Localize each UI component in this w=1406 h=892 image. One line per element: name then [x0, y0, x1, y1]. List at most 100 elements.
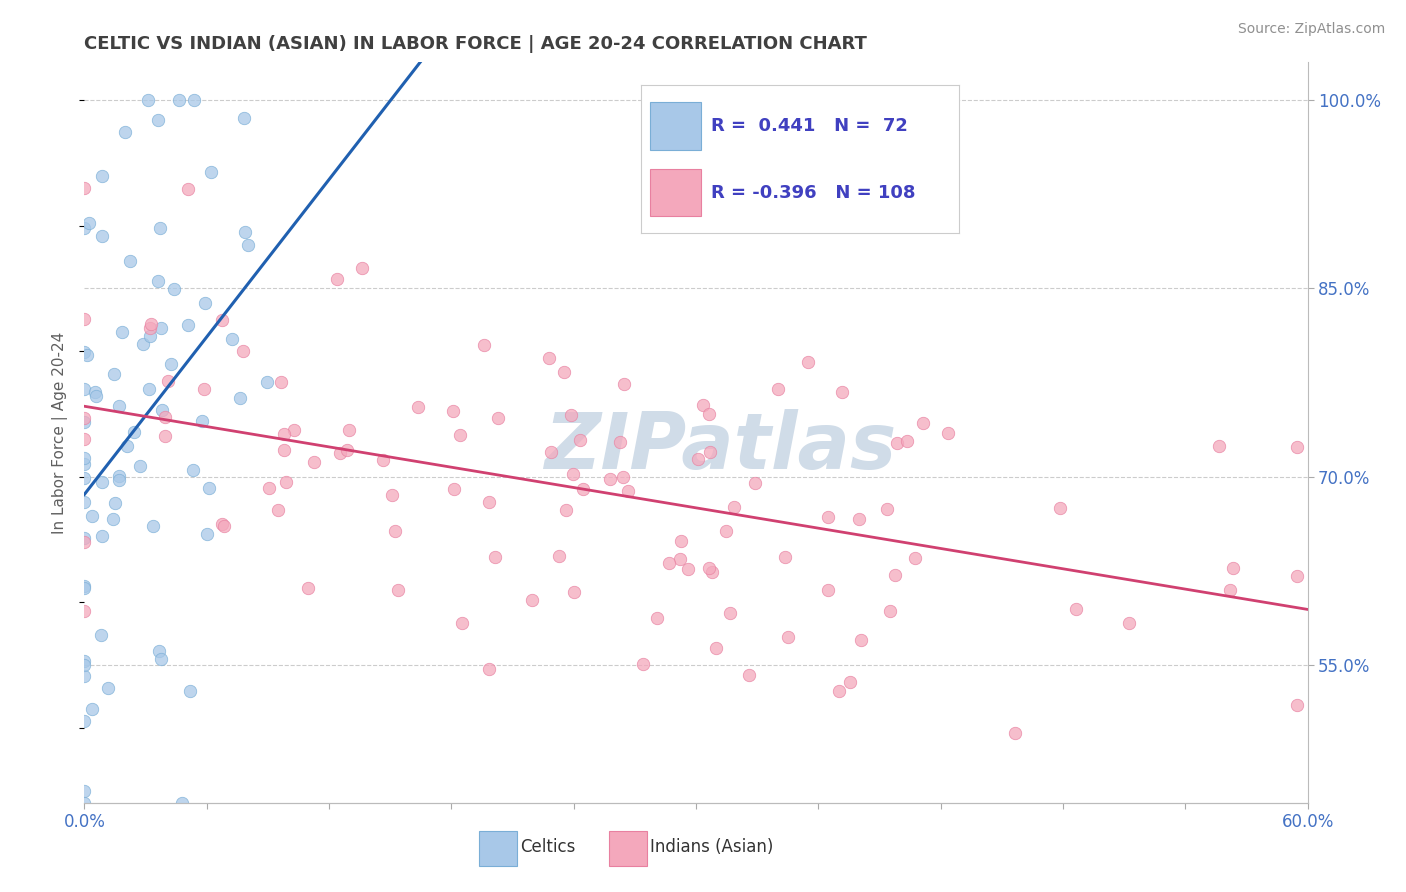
Point	[561, 467, 583, 481]
Point	[111, 326, 134, 340]
Point	[73, 471, 96, 485]
Point	[76, 348, 98, 362]
Point	[896, 434, 918, 449]
Point	[91, 169, 114, 183]
Point	[257, 481, 280, 495]
Point	[612, 470, 634, 484]
Point	[195, 527, 218, 541]
Point	[326, 271, 349, 285]
Point	[1219, 583, 1241, 598]
Point	[138, 321, 160, 335]
Point	[337, 423, 360, 437]
Point	[153, 409, 176, 424]
Point	[486, 411, 509, 425]
Point	[73, 605, 96, 619]
Point	[163, 282, 186, 296]
Point	[256, 375, 278, 389]
Point	[645, 611, 668, 625]
Point	[738, 667, 761, 681]
Point	[613, 377, 636, 392]
Point	[443, 483, 465, 497]
Point	[472, 338, 495, 352]
Point	[697, 407, 720, 421]
Point	[336, 443, 359, 458]
Point	[796, 354, 818, 368]
Point	[73, 579, 96, 593]
Point	[146, 274, 169, 288]
Point	[911, 416, 934, 430]
Point	[766, 383, 789, 397]
Point	[568, 433, 591, 447]
Point	[714, 524, 737, 538]
Point	[564, 585, 586, 599]
Point	[155, 429, 177, 443]
Point	[103, 496, 125, 510]
Point	[73, 344, 96, 359]
Point	[450, 616, 472, 631]
Point	[1004, 726, 1026, 740]
Point	[84, 384, 107, 399]
Point	[139, 329, 162, 343]
Point	[91, 229, 114, 244]
Point	[723, 500, 745, 515]
Point	[669, 533, 692, 548]
Point	[520, 592, 543, 607]
Point	[221, 332, 243, 346]
Point	[90, 628, 112, 642]
Point	[302, 455, 325, 469]
Point	[156, 375, 179, 389]
Point	[82, 702, 104, 716]
Point	[181, 463, 204, 477]
Point	[179, 684, 201, 698]
Point	[73, 714, 96, 729]
Point	[211, 312, 233, 326]
Point	[193, 382, 215, 396]
Point	[704, 641, 727, 656]
Point	[686, 452, 709, 467]
Point	[1222, 561, 1244, 575]
Point	[150, 652, 173, 666]
Point	[73, 796, 96, 810]
Point	[200, 165, 222, 179]
Point	[150, 321, 173, 335]
Point	[107, 468, 129, 483]
Point	[384, 524, 406, 538]
Point	[773, 549, 796, 564]
Point	[744, 475, 766, 490]
Point	[817, 582, 839, 597]
Point	[553, 365, 575, 379]
Point	[73, 581, 96, 595]
Point	[82, 509, 104, 524]
Point	[267, 503, 290, 517]
Point	[198, 482, 221, 496]
Point	[270, 375, 292, 389]
Point	[669, 552, 692, 566]
Point	[373, 452, 395, 467]
Point	[273, 426, 295, 441]
Point	[938, 426, 960, 441]
Point	[73, 432, 96, 446]
Point	[849, 633, 872, 648]
Point	[676, 562, 699, 576]
Point	[408, 401, 430, 415]
Point	[817, 510, 839, 524]
Point	[718, 606, 741, 620]
Point	[1064, 602, 1087, 616]
Point	[609, 435, 631, 450]
Point	[236, 238, 259, 252]
Point	[73, 311, 96, 326]
Point	[73, 410, 96, 425]
Point	[848, 512, 870, 526]
Point	[73, 181, 96, 195]
Point	[478, 662, 501, 676]
Point	[273, 443, 295, 458]
Point	[73, 495, 96, 509]
Point	[572, 482, 595, 496]
Point	[73, 657, 96, 672]
Point	[831, 385, 853, 400]
Point	[232, 343, 254, 358]
Point	[148, 112, 170, 127]
Point	[120, 254, 142, 268]
Point	[211, 516, 233, 531]
Point	[108, 473, 131, 487]
